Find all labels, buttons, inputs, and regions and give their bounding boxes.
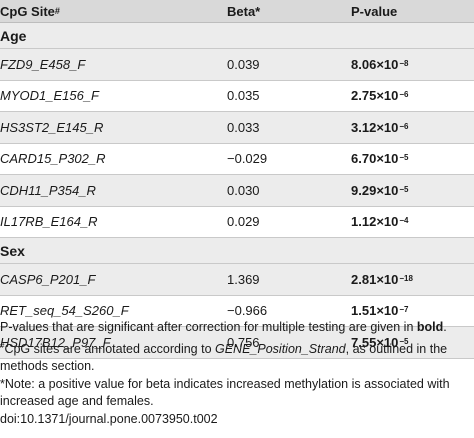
table-row: CASP6_P201_F 1.369 2.81 ×10 −18: [0, 264, 474, 296]
beta-cell: 1.369: [227, 271, 260, 287]
pvalue-cell: 2.75 ×10 −6: [351, 81, 409, 112]
beta-cell: 0.756: [227, 334, 260, 350]
header-beta: Beta*: [227, 3, 261, 19]
pvalue-mantissa: 6.70: [351, 151, 377, 167]
pvalue-cell: 2.81 ×10 −18: [351, 264, 413, 295]
pvalue-exponent: −6: [399, 121, 409, 131]
footnote-bold-word: bold: [416, 320, 444, 334]
pvalue-mantissa: 3.12: [351, 119, 377, 135]
cpg-site-cell: FZD9_E458_F: [0, 56, 86, 72]
footnote-annotation: #CpG sites are annotated according to GE…: [0, 337, 472, 376]
footnote-significance-text: P-values that are significant after corr…: [0, 320, 417, 334]
pvalue-times: ×10: [376, 303, 399, 319]
beta-cell: −0.966: [227, 303, 268, 319]
pvalue-cell: 3.12 ×10 −6: [351, 112, 409, 143]
footnote-annotation-text: CpG sites are annotated according to: [4, 341, 215, 356]
pvalue-cell: 7.55 ×10 −5: [351, 327, 409, 358]
section-title: Age: [0, 27, 27, 44]
header-pvalue: P-value: [351, 3, 398, 19]
beta-cell: 0.039: [227, 56, 260, 72]
pvalue-exponent: −6: [399, 90, 409, 100]
beta-cell: 0.029: [227, 214, 260, 230]
table-row: MYOD1_E156_F 0.035 2.75 ×10 −6: [0, 81, 474, 112]
pvalue-mantissa: 9.29: [351, 182, 377, 198]
pvalue-exponent: −5: [399, 336, 409, 346]
section-title: Sex: [0, 242, 25, 259]
section-row-sex: Sex: [0, 238, 474, 264]
table-row: HSD17B12_P97_F 0.756 7.55 ×10 −5: [0, 327, 474, 359]
table-header-row: CpG Site # Beta* P-value: [0, 0, 474, 23]
beta-cell: −0.029: [227, 151, 268, 167]
section-row-age: Age: [0, 23, 474, 49]
header-cpg-site-label: CpG Site: [0, 3, 55, 19]
pvalue-mantissa: 2.81: [351, 271, 377, 287]
table-row: CDH11_P354_R 0.030 9.29 ×10 −5: [0, 175, 474, 207]
pvalue-mantissa: 1.12: [351, 214, 377, 230]
header-cpg-site: CpG Site #: [0, 0, 60, 22]
pvalue-exponent: −7: [399, 305, 409, 315]
pvalue-cell: 1.51 ×10 −7: [351, 296, 409, 327]
table-row: IL17RB_E164_R 0.029 1.12 ×10 −4: [0, 207, 474, 238]
pvalue-cell: 8.06 ×10 −8: [351, 49, 409, 80]
cpg-site-cell: RET_seq_54_S260_F: [0, 303, 129, 319]
cpg-site-cell: CASP6_P201_F: [0, 271, 96, 287]
pvalue-times: ×10: [376, 56, 399, 72]
pvalue-times: ×10: [376, 334, 399, 350]
footnote-significance: P-values that are significant after corr…: [0, 319, 472, 337]
pvalue-mantissa: 2.75: [351, 88, 377, 104]
pvalue-exponent: −8: [399, 58, 409, 68]
pvalue-times: ×10: [376, 88, 399, 104]
pvalue-exponent: −4: [399, 216, 409, 226]
pvalue-mantissa: 1.51: [351, 303, 377, 319]
cpg-site-cell: CDH11_P354_R: [0, 182, 96, 198]
results-table: CpG Site # Beta* P-value Age FZD9_E458_F …: [0, 0, 474, 359]
header-cpg-site-mark: #: [54, 6, 60, 16]
pvalue-exponent: −18: [399, 273, 413, 283]
beta-cell: 0.030: [227, 182, 260, 198]
table-row: FZD9_E458_F 0.039 8.06 ×10 −8: [0, 49, 474, 81]
cpg-site-cell: HSD17B12_P97_F: [0, 334, 111, 350]
table-row: HS3ST2_E145_R 0.033 3.12 ×10 −6: [0, 112, 474, 144]
pvalue-times: ×10: [376, 271, 399, 287]
pvalue-cell: 9.29 ×10 −5: [351, 175, 409, 206]
cpg-site-cell: HS3ST2_E145_R: [0, 119, 104, 135]
pvalue-exponent: −5: [399, 184, 409, 194]
pvalue-exponent: −5: [399, 153, 409, 163]
table-row: CARD15_P302_R −0.029 6.70 ×10 −5: [0, 144, 474, 175]
pvalue-mantissa: 7.55: [351, 334, 377, 350]
pvalue-times: ×10: [376, 119, 399, 135]
table-footnotes: P-values that are significant after corr…: [0, 319, 472, 428]
beta-cell: 0.035: [227, 88, 260, 104]
cpg-site-cell: MYOD1_E156_F: [0, 88, 99, 104]
table-row: RET_seq_54_S260_F −0.966 1.51 ×10 −7: [0, 296, 474, 327]
doi-text: doi:10.1371/journal.pone.0073950.t002: [0, 411, 218, 426]
footnote-beta-note: *Note: a positive value for beta indicat…: [0, 376, 450, 409]
cpg-site-cell: CARD15_P302_R: [0, 151, 106, 167]
pvalue-times: ×10: [376, 151, 399, 167]
cpg-site-cell: IL17RB_E164_R: [0, 214, 98, 230]
pvalue-cell: 6.70 ×10 −5: [351, 144, 409, 175]
beta-cell: 0.033: [227, 119, 260, 135]
pvalue-times: ×10: [376, 214, 399, 230]
pvalue-times: ×10: [376, 182, 399, 198]
pvalue-cell: 1.12 ×10 −4: [351, 207, 409, 238]
pvalue-mantissa: 8.06: [351, 56, 377, 72]
footnote-hash-mark: #: [0, 340, 5, 350]
footnote-annotation-end: , as outlined in the methods section.: [0, 341, 448, 374]
footnote-annotation-format: GENE_Position_Strand: [215, 341, 346, 356]
footnote-significance-end: .: [443, 320, 447, 334]
